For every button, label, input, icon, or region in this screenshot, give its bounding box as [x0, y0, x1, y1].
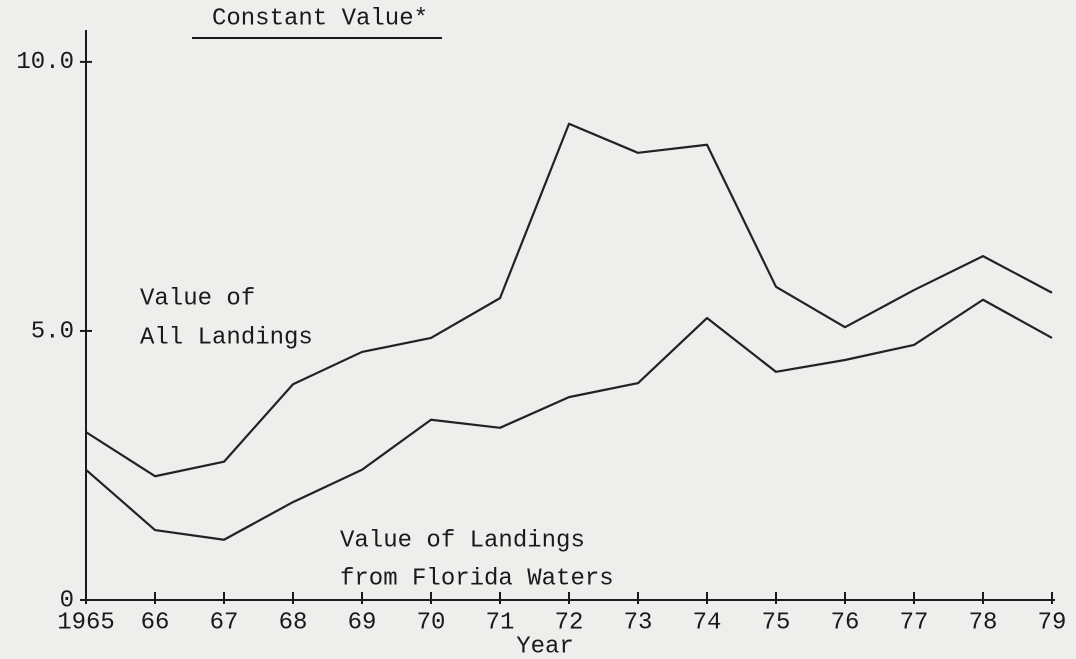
x-tick-label: 77 — [900, 609, 929, 636]
series-line — [85, 122, 1053, 478]
x-tick-label: 71 — [486, 609, 515, 636]
annotation: Value of Landings — [340, 527, 585, 554]
y-tick-label: 0 — [60, 587, 74, 614]
x-tick-label: 68 — [279, 609, 308, 636]
x-tick-label: 79 — [1038, 609, 1067, 636]
x-tick-label: 70 — [417, 609, 446, 636]
x-tick-label: 74 — [693, 609, 722, 636]
x-tick-label: 67 — [210, 609, 239, 636]
annotation: All Landings — [140, 324, 313, 351]
x-axis-label: Year — [516, 633, 574, 659]
x-tick-label: 72 — [555, 609, 584, 636]
x-tick-label: 73 — [624, 609, 653, 636]
x-tick-label: 66 — [141, 609, 170, 636]
series-line — [85, 298, 1053, 541]
x-tick-label: 78 — [969, 609, 998, 636]
x-tick-label: 76 — [831, 609, 860, 636]
annotation: Value of — [140, 285, 255, 312]
y-tick-label: 5.0 — [31, 318, 74, 345]
chart-title: Constant Value* — [212, 5, 428, 32]
y-tick-label: 10.0 — [16, 49, 74, 76]
annotation: from Florida Waters — [340, 565, 614, 592]
x-tick-label: 75 — [762, 609, 791, 636]
x-tick-label: 1965 — [57, 609, 115, 636]
x-tick-label: 69 — [348, 609, 377, 636]
